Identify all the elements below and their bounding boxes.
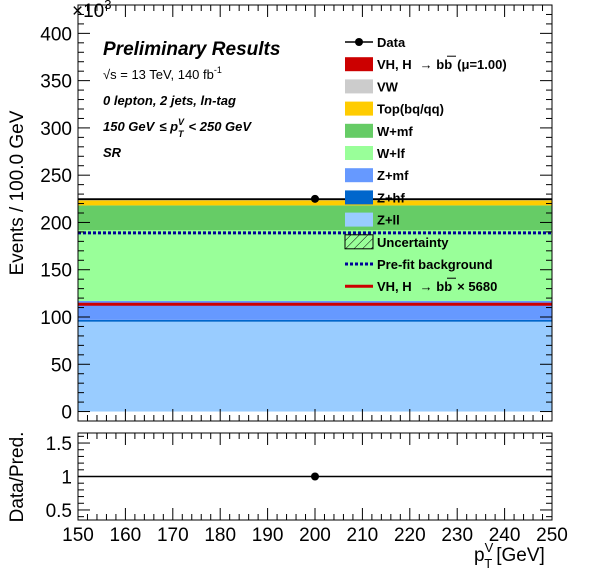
data-points	[78, 194, 552, 203]
stack-top-bq-qq-	[78, 200, 552, 206]
legend-label: Top(bq/qq)	[377, 102, 444, 117]
legend-entry: VH, H → bb (μ=1.00)	[345, 55, 507, 72]
y-tick-label: 350	[40, 72, 72, 93]
legend-label: VW	[377, 79, 399, 94]
ratio-y-tick-label: 1.5	[46, 434, 72, 455]
legend-swatch	[345, 79, 373, 94]
legend-entry: Z+hf	[345, 190, 405, 205]
legend-entry: Z+mf	[345, 168, 409, 183]
y-tick-label: 300	[40, 119, 72, 140]
plot-annotations: Preliminary Results √s = 13 TeV, 140 fb-…	[103, 39, 280, 160]
energy-lumi-label: √s = 13 TeV, 140 fb-1	[103, 65, 222, 82]
main-plot-panel: 0 50 100 150 200 250 300 350 400	[40, 4, 553, 424]
x-tick-label: 240	[489, 525, 521, 546]
x-tick-label: 160	[110, 525, 142, 546]
stack-layers	[78, 199, 552, 412]
plot-title: Preliminary Results	[103, 39, 280, 60]
legend-entry: Top(bq/qq)	[345, 101, 444, 117]
legend-hatch-swatch	[344, 234, 374, 250]
legend-label: W+lf	[377, 146, 405, 161]
y-tick-label: 0	[61, 403, 72, 424]
x-axis-label: pV T [GeV]	[474, 540, 545, 571]
y-tick-label: 100	[40, 308, 72, 329]
legend-swatch	[345, 146, 373, 160]
ptv-range-label: 150 GeV ≤ pV T < 250 GeV	[103, 117, 252, 139]
legend-entry: Data	[345, 35, 406, 50]
ratio-y-axis-label: Data/Pred.	[7, 432, 28, 523]
legend-entry: Uncertainty	[344, 234, 449, 250]
legend-swatch	[345, 168, 373, 183]
ratio-point	[311, 472, 319, 481]
legend-swatch	[345, 57, 373, 72]
x-tick-label: 180	[204, 525, 236, 546]
y-tick-label: 250	[40, 166, 72, 187]
legend-label: Z+ll	[377, 213, 400, 228]
legend-label: VH, H → bb (μ=1.00)	[377, 57, 507, 72]
x-tick-label: 150	[62, 525, 94, 546]
legend-swatch	[345, 190, 373, 205]
main-y-axis-label: Events / 100.0 GeV	[7, 110, 28, 275]
legend-label: Z+mf	[377, 168, 409, 183]
legend-label: W+mf	[377, 124, 413, 139]
legend-entry: W+lf	[345, 146, 405, 161]
y-tick-label: 150	[40, 261, 72, 282]
x-tick-label: 210	[347, 525, 379, 546]
legend-swatch	[345, 101, 373, 116]
legend-swatch	[345, 123, 373, 138]
x-tick-label: 230	[441, 525, 473, 546]
legend-data-marker	[355, 38, 363, 46]
legend-label: Data	[377, 35, 406, 50]
stack-z-ll	[78, 321, 552, 412]
ratio-plot-panel: 0.5 1 1.5 150 160 170 180 190 200 210 220 230 240 25…	[46, 432, 568, 546]
legend-entry: VW	[345, 79, 399, 94]
ratio-y-tick-label: 1	[61, 468, 72, 489]
main-x-axis	[77, 5, 553, 421]
x-tick-label: 170	[157, 525, 189, 546]
data-point	[311, 194, 319, 203]
ratio-y-tick-label: 0.5	[46, 501, 72, 522]
legend-label: Z+hf	[377, 190, 405, 205]
y-tick-label: 50	[51, 355, 72, 376]
ratio-x-axis: 150 160 170 180 190 200 210 220 230 240 250	[62, 433, 568, 546]
legend-label: Uncertainty	[377, 235, 449, 250]
legend-label: Pre-fit background	[377, 257, 493, 272]
legend-entry: VH, H → bb × 5680	[345, 277, 497, 294]
channel-label: 0 lepton, 2 jets, ln-tag	[103, 93, 236, 108]
x-tick-label: 200	[299, 525, 331, 546]
x-tick-label: 250	[536, 525, 568, 546]
legend-entry: W+mf	[345, 123, 413, 139]
legend-entry: Z+ll	[345, 212, 400, 228]
stack-w-mf	[78, 205, 552, 231]
main-y-axis: 0 50 100 150 200 250 300 350 400	[40, 13, 552, 424]
legend-entry: Pre-fit background	[345, 257, 493, 272]
legend-swatch	[345, 212, 373, 227]
y-tick-label: 400	[40, 24, 72, 45]
x-tick-label: 190	[252, 525, 284, 546]
legend-label: VH, H → bb × 5680	[377, 279, 497, 294]
legend: Data VH, H → bb (μ=1.00) VW Top(bq/qq) W+mf W+l…	[344, 35, 507, 294]
stack-w-lf	[78, 230, 552, 301]
y-tick-label: 200	[40, 213, 72, 234]
ratio-y-axis: 0.5 1 1.5	[46, 434, 552, 522]
ratio-points	[78, 472, 552, 481]
region-label: SR	[103, 145, 122, 160]
y-multiplier: ×103	[72, 0, 111, 22]
x-tick-label: 220	[394, 525, 426, 546]
stack-z-hf	[78, 319, 552, 322]
